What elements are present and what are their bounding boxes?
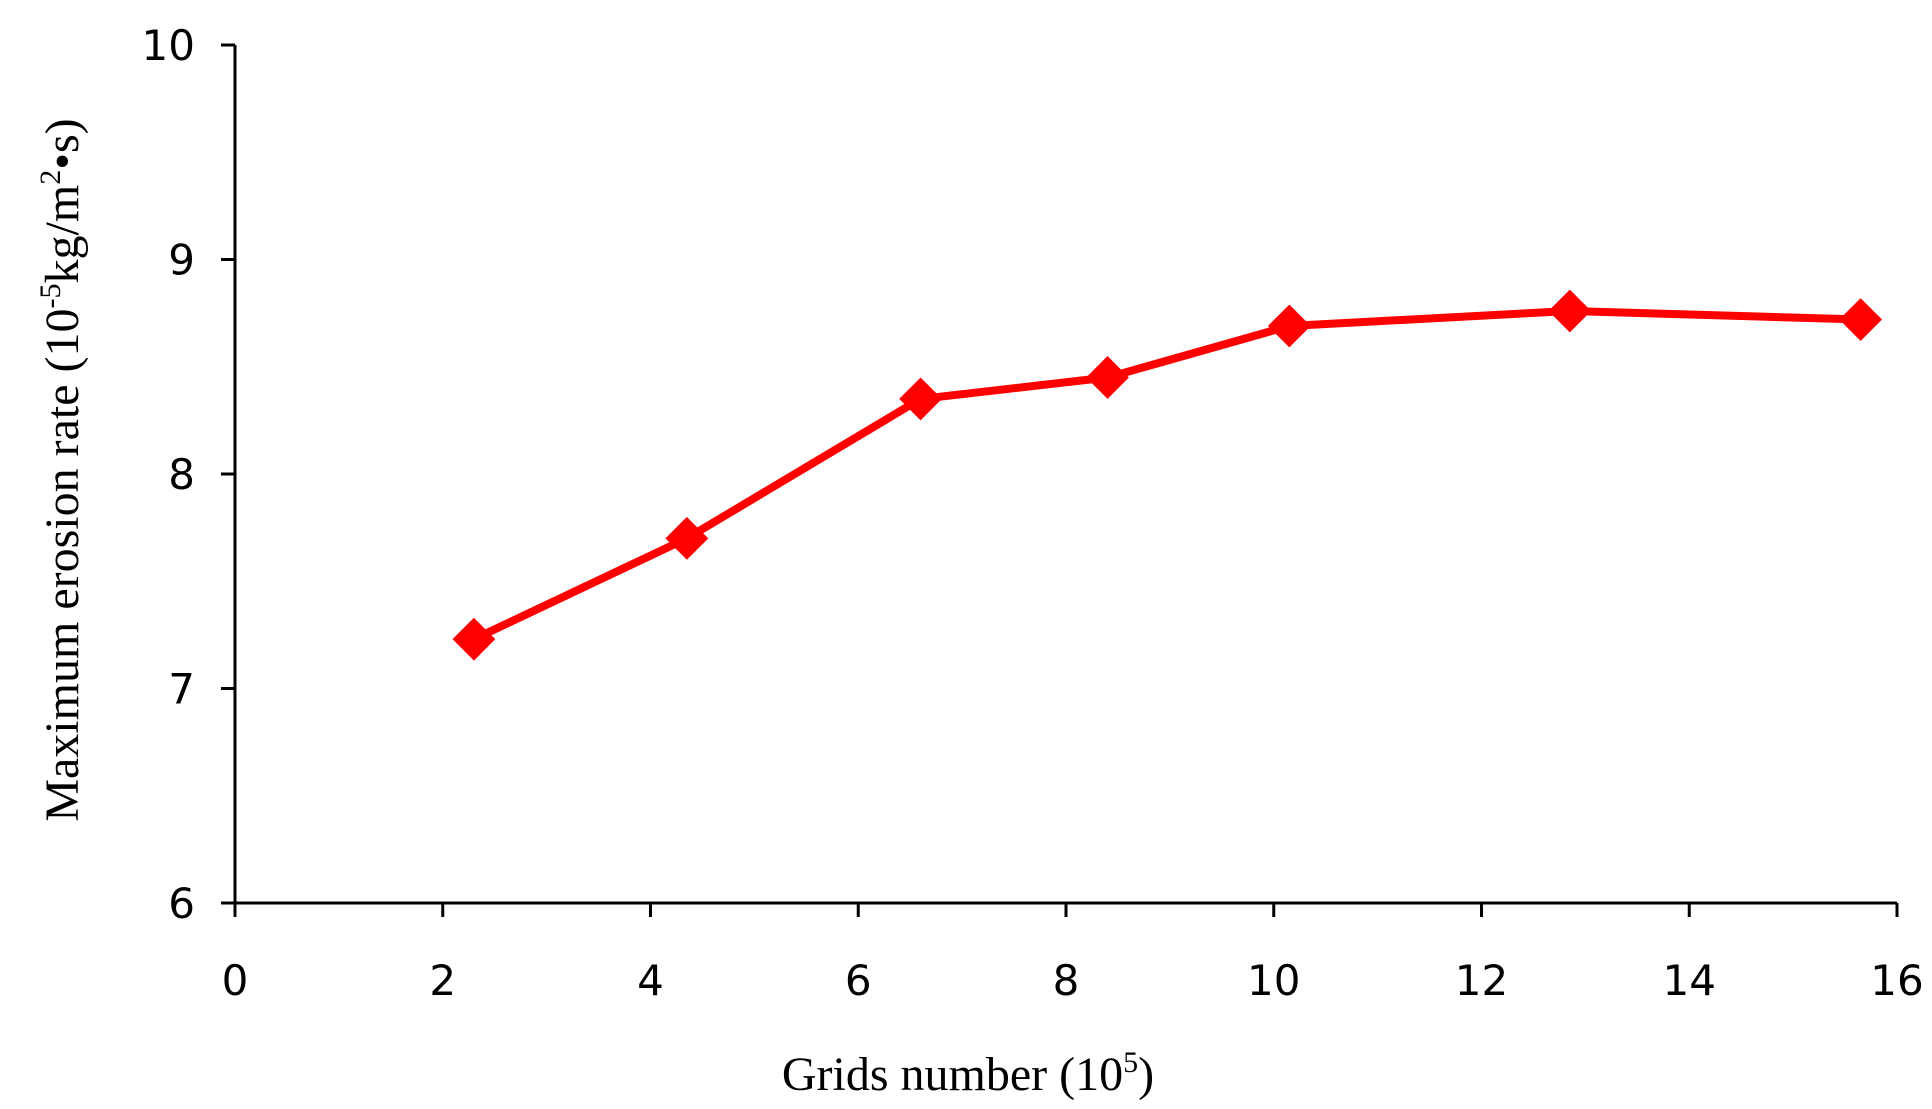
data-point-marker: [1086, 356, 1129, 399]
x-tick-label: 12: [1455, 956, 1508, 1005]
x-tick-label: 14: [1663, 956, 1716, 1005]
x-tick-label: 10: [1247, 956, 1300, 1005]
y-tick-label: 9: [168, 236, 195, 285]
x-tick-label: 8: [1053, 956, 1080, 1005]
x-tick-label: 16: [1870, 956, 1923, 1005]
data-point-marker: [665, 516, 709, 560]
y-tick-label: 8: [168, 450, 195, 499]
y-tick-label: 10: [142, 21, 195, 70]
x-tick-label: 4: [637, 956, 664, 1005]
data-point-marker: [1267, 304, 1311, 348]
x-tick-label: 2: [429, 956, 456, 1005]
y-ticks: 6 7 8 9 10: [142, 21, 235, 928]
axes: [233, 45, 1897, 905]
data-point-marker: [1548, 289, 1592, 333]
x-tick-label: 0: [222, 956, 249, 1005]
data-point-marker: [899, 377, 942, 421]
series-line: [469, 306, 1865, 644]
x-axis-title: Grids number (105): [782, 1046, 1154, 1101]
data-point-marker: [1839, 298, 1883, 341]
data-point-marker: [452, 617, 496, 661]
y-tick-label: 7: [168, 665, 195, 714]
x-ticks: 0 2 4 6 8 10 12 14 16: [222, 903, 1924, 1005]
y-tick-label: 6: [168, 879, 195, 928]
y-axis-title: Maximum erosion rate (10-5kg/m2•s): [34, 118, 89, 821]
x-tick-label: 6: [845, 956, 872, 1005]
series-layer: [452, 289, 1883, 661]
